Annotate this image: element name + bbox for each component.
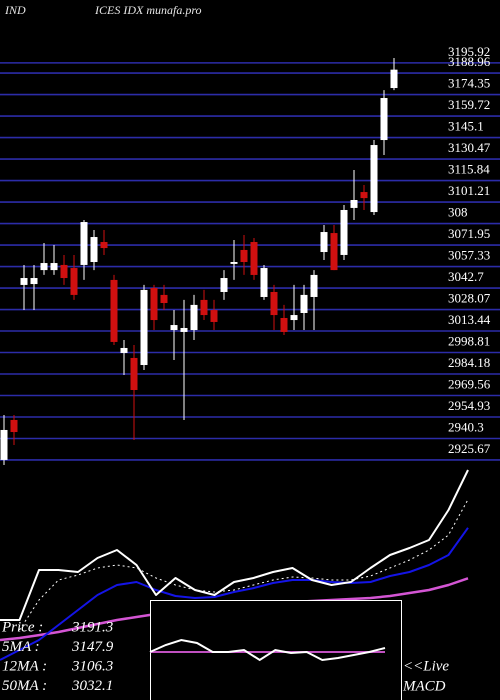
y-tick-label: 2940.3: [448, 419, 484, 434]
candle-body: [300, 294, 308, 313]
candle-body: [170, 325, 178, 331]
chart-title-left: IND: [4, 3, 26, 17]
candle-body: [80, 222, 88, 265]
candle-body: [220, 278, 228, 292]
candle-body: [50, 263, 58, 271]
legend-label: 5MA :: [2, 639, 40, 655]
y-tick-label: 3188.96: [448, 54, 491, 69]
candle-body: [270, 291, 278, 316]
candle-body: [280, 317, 288, 332]
legend-value: 3106.3: [71, 658, 113, 674]
candle-body: [70, 268, 78, 295]
candle-body: [190, 304, 198, 331]
legend-value: 3191.3: [71, 619, 113, 635]
candle-body: [10, 419, 18, 433]
chart-title-right: ICES IDX munafa.pro: [94, 3, 202, 17]
candle-body: [330, 233, 338, 271]
y-tick-label: 3057.33: [448, 248, 490, 263]
candle-body: [320, 232, 328, 253]
candle-body: [140, 289, 148, 366]
y-tick-label: 2984.18: [448, 355, 490, 370]
candle-body: [310, 274, 318, 297]
macd-note: <<Live: [403, 658, 449, 674]
candle-body: [240, 249, 248, 263]
candle-body: [210, 310, 218, 322]
y-tick-label: 2998.81: [448, 333, 490, 348]
y-tick-label: 3130.47: [448, 140, 491, 155]
legend-label: 12MA :: [2, 658, 47, 674]
legend-label: 50MA :: [2, 678, 47, 694]
candle-body: [370, 145, 378, 213]
candle-body: [60, 264, 68, 279]
candle-body: [90, 237, 98, 263]
y-tick-label: 3145.1: [448, 119, 484, 134]
y-tick-label: 2925.67: [448, 441, 491, 456]
candle-body: [290, 315, 298, 321]
candle-body: [110, 279, 118, 342]
y-tick-label: 3195.92: [448, 44, 490, 59]
candle-body: [0, 429, 8, 460]
candle-body: [200, 299, 208, 316]
y-tick-label: 3071.95: [448, 226, 490, 241]
candle-body: [100, 242, 108, 249]
y-tick-label: 3159.72: [448, 97, 490, 112]
candle-body: [40, 263, 48, 271]
macd-note: MACD: [402, 678, 446, 694]
y-tick-label: 3028.07: [448, 290, 491, 305]
candle-body: [20, 278, 28, 285]
indicator-line: [19, 499, 469, 631]
indicator-line: [0, 469, 469, 621]
candle-body: [230, 262, 238, 264]
candle-body: [380, 98, 388, 141]
candle-body: [390, 69, 398, 89]
y-tick-label: 3013.44: [448, 312, 491, 327]
indicator-line: [0, 527, 469, 661]
legend-value: 3032.1: [71, 678, 113, 694]
y-tick-label: 2954.93: [448, 398, 490, 413]
macd-panel: <<Live MACD: [149, 600, 449, 700]
candle-body: [180, 327, 188, 332]
candle-body: [360, 192, 368, 199]
candle-body: [120, 347, 128, 353]
candle-body: [30, 278, 38, 285]
legend-value: 3147.9: [71, 639, 114, 655]
legend-label: Price :: [1, 619, 43, 635]
candle-body: [260, 268, 268, 297]
candle-body: [340, 209, 348, 255]
y-tick-label: 3042.7: [448, 269, 484, 284]
y-tick-label: 3115.84: [448, 162, 490, 177]
y-tick-label: 308: [448, 205, 468, 220]
candle-body: [130, 357, 138, 390]
candle-body: [150, 288, 158, 321]
candle-body: [160, 294, 168, 304]
macd-line: [149, 638, 386, 662]
candle-body: [350, 199, 358, 208]
y-tick-label: 3174.35: [448, 76, 490, 91]
y-tick-label: 3101.21: [448, 183, 490, 198]
candle-body: [250, 242, 258, 275]
indicator-panel: Price : 3191.3 5MA : 3147.9 12MA : 3106.3 50MA…: [0, 469, 469, 694]
y-tick-label: 2969.56: [448, 376, 491, 391]
